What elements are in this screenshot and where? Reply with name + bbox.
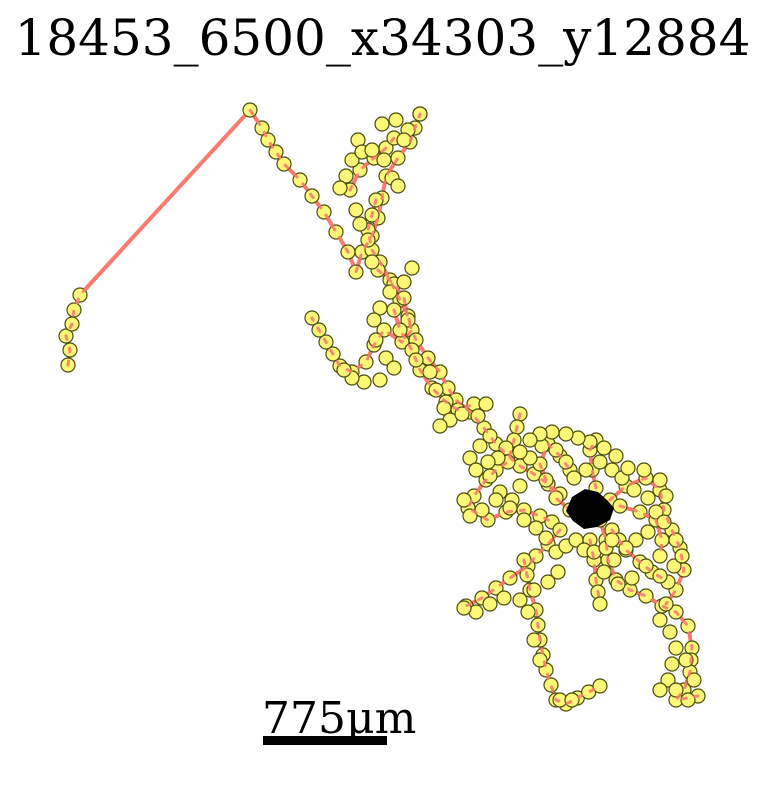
- trace-node: [578, 462, 594, 478]
- trace-node: [652, 682, 668, 698]
- trace-node: [596, 440, 612, 456]
- trace-node: [352, 216, 368, 232]
- trace-node: [376, 152, 392, 168]
- trace-node: [338, 168, 354, 184]
- trace-node: [550, 564, 566, 580]
- trace-node: [472, 438, 488, 454]
- trace-segment-overlay: [310, 198, 414, 374]
- trace-node: [474, 502, 490, 518]
- trace-node: [364, 142, 380, 158]
- trace-node: [660, 672, 676, 688]
- trace-segment-overlay: [466, 412, 554, 524]
- trace-segment-overlay: [608, 476, 686, 606]
- trace-node: [658, 488, 674, 504]
- trace-node: [396, 132, 412, 148]
- trace-node: [520, 604, 536, 620]
- trace-node: [678, 652, 694, 668]
- trace-segment-overlay: [610, 528, 670, 584]
- trace-node: [664, 656, 680, 672]
- scale-bar-label: 775μm: [262, 693, 417, 744]
- trace-node: [640, 524, 656, 540]
- trace-node: [390, 178, 406, 194]
- trace-node: [596, 564, 612, 580]
- trace-node: [608, 448, 624, 464]
- trace-node: [372, 372, 388, 388]
- trace-node: [404, 260, 420, 276]
- trace-node: [396, 274, 412, 290]
- trace-node: [640, 490, 656, 506]
- trace-segment-overlay: [64, 107, 422, 367]
- trace-node: [512, 478, 528, 494]
- page-title: 18453_6500_x34303_y12884: [14, 9, 751, 67]
- trace-node: [592, 678, 608, 694]
- trace-node: [636, 462, 652, 478]
- trace-node: [378, 350, 394, 366]
- trace-node: [680, 692, 696, 708]
- trace-segment-overlay: [348, 136, 396, 192]
- trace-node: [686, 672, 702, 688]
- trace-node: [480, 454, 496, 470]
- trace-node: [543, 677, 559, 693]
- trace-node: [364, 254, 380, 270]
- trace-node: [628, 532, 644, 548]
- trace-node: [568, 532, 584, 548]
- trace-node: [558, 426, 574, 442]
- trace-node: [496, 590, 512, 606]
- trace-node: [422, 364, 438, 380]
- trace-node: [512, 592, 528, 608]
- trace-node: [332, 180, 348, 196]
- scale-bar: [263, 736, 387, 745]
- trace-segment-overlay: [376, 268, 562, 496]
- trace-node: [592, 454, 608, 470]
- trace-segment-overlay: [538, 441, 572, 512]
- trace-node: [522, 432, 538, 448]
- trace-node: [528, 520, 544, 536]
- trace-node: [652, 548, 668, 564]
- trace-node: [624, 570, 640, 586]
- trace-node: [652, 472, 668, 488]
- trace-node: [566, 470, 582, 486]
- trace-node: [462, 450, 478, 466]
- trace-segment-overlay: [588, 538, 602, 606]
- trace-node: [592, 596, 608, 612]
- trace-node: [666, 558, 682, 574]
- trace-node: [366, 312, 382, 328]
- trace-node: [388, 112, 404, 128]
- trace-node: [540, 574, 556, 590]
- trace-node: [478, 396, 494, 412]
- trace-node: [488, 492, 504, 508]
- trace-node: [344, 152, 360, 168]
- trace-node: [668, 532, 684, 548]
- trace-node: [374, 116, 390, 132]
- trace-node: [468, 462, 484, 478]
- soma: [566, 489, 614, 529]
- trace-node: [626, 482, 642, 498]
- trace-node: [386, 360, 402, 376]
- trace-node: [604, 462, 620, 478]
- trace-node: [482, 596, 498, 612]
- trace-node: [512, 444, 528, 460]
- trace-segment-overlay: [598, 518, 700, 703]
- trace-node: [652, 612, 668, 628]
- trace-node: [432, 418, 448, 434]
- trace-node: [638, 588, 654, 604]
- trace-node: [610, 576, 626, 592]
- trace-node: [558, 454, 574, 470]
- trace-node: [328, 224, 344, 240]
- trace-segment-overlay: [618, 504, 664, 558]
- trace-node: [662, 624, 678, 640]
- trace-segment-overlay: [392, 308, 476, 412]
- trace-segment-overlay: [588, 438, 598, 490]
- trace-node: [372, 300, 388, 316]
- trace-node: [516, 512, 532, 528]
- trace-node: [348, 202, 364, 218]
- trace-node: [632, 504, 648, 520]
- trace-nodes: [58, 102, 706, 712]
- trace-node: [620, 460, 636, 476]
- trace-node: [668, 640, 684, 656]
